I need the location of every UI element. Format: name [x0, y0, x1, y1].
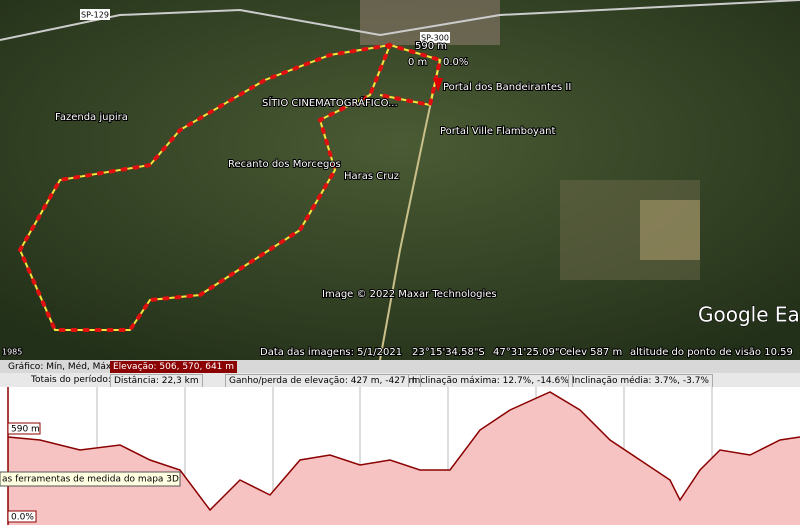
road-label: SP-129 — [81, 11, 109, 20]
route-points — [17, 42, 443, 332]
place-label: SÍTIO CINEMATOGRÁFICO... — [262, 96, 398, 109]
totals-label: Totais do período: — [31, 375, 111, 385]
status-date: Data das imagens: 5/1/2021 — [260, 347, 402, 358]
slope-marker: 0.0% — [11, 513, 34, 523]
marker-box — [7, 422, 41, 435]
place-label: Portal Ville Flamboyant — [440, 126, 555, 137]
status-elev: elev 587 m — [566, 347, 622, 358]
marker-box — [7, 510, 37, 523]
tooltip: as ferramentas de medida do mapa 3D — [2, 475, 179, 485]
road-shield — [420, 32, 450, 43]
profile-area — [8, 392, 800, 525]
cursor-arrow — [433, 78, 443, 92]
elevation-stat[interactable]: Elevação: 506, 570, 641 m — [110, 361, 238, 373]
profile-header: Gráfico: Mín, Méd, Máx Elevação: 506, 57… — [0, 360, 800, 373]
status-lon: 47°31'25.09"O — [493, 347, 567, 358]
cursor-distance: 0 m — [408, 57, 427, 68]
cursor-slope: 0.0% — [443, 57, 468, 68]
year: 1985 — [2, 348, 22, 357]
attribution: Image © 2022 Maxar Technologies — [322, 289, 497, 300]
road-shield — [80, 9, 110, 20]
status-lat: 23°15'34.58"S — [412, 347, 485, 358]
road-label: SP-300 — [421, 34, 449, 43]
place-label: Portal dos Bandeirantes II — [443, 82, 571, 93]
place-label: Recanto dos Morcegos — [228, 159, 341, 170]
profile-line — [7, 391, 800, 512]
logo: Google Ea — [698, 303, 800, 327]
gain-stat: Ganho/perda de elevação: 427 m, -427 m — [225, 374, 422, 388]
graph-label: Gráfico: Mín, Méd, Máx — [8, 362, 112, 372]
elevation-marker: 590 m — [11, 425, 40, 435]
profile-totals: Totais do período: Distância: 22,3 km Ga… — [0, 373, 800, 388]
field — [640, 200, 700, 260]
tooltip-box — [0, 471, 181, 487]
cursor-elevation: 590 m — [415, 41, 447, 52]
place-label: Haras Cruz — [344, 171, 399, 182]
distance-stat: Distância: 22,3 km — [110, 374, 203, 388]
status-eye: altitude do ponto de visão 10.59 — [630, 347, 793, 358]
map: SP-129 SP-300 Fazenda jupira SÍTIO CINEM… — [0, 0, 800, 360]
avg-slope-stat: Inclinação média: 3.7%, -3.7% — [568, 374, 713, 388]
elevation-profile: 590 m 0.0% as ferramentas de medida do m… — [0, 387, 800, 525]
max-slope-stat: Inclinação máxima: 12.7%, -14.6% — [408, 374, 573, 388]
place-label: Fazenda jupira — [55, 112, 128, 123]
